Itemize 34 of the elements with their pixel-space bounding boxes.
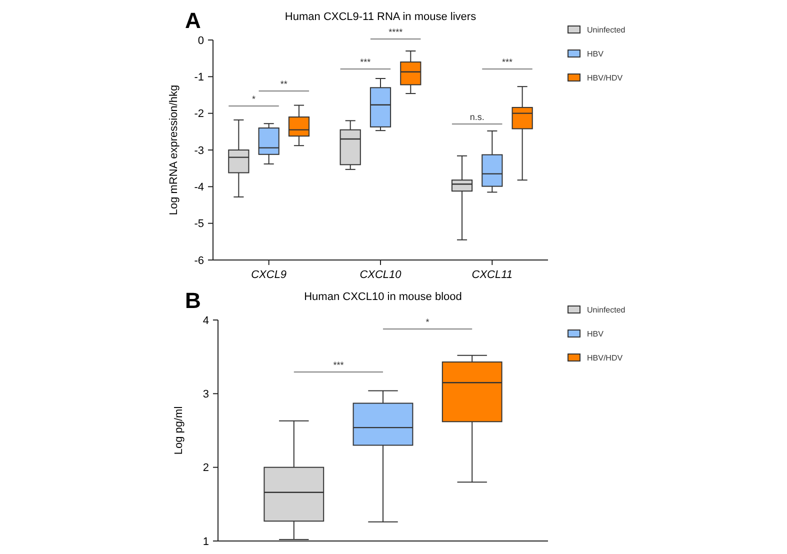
annotation: *** [333,360,344,370]
legend-label: HBV [587,330,604,338]
x-tick-label: CXCL9 [251,269,287,281]
legend-label: HBV/HDV [587,74,624,82]
annotation: * [426,317,430,327]
y-axis-title: Log mRNA expression/hkg [168,84,180,216]
legend-label: Uninfected [587,26,626,34]
y-axis-title: Log pg/ml [173,406,185,455]
x-tick-label: CXCL10 [360,269,402,281]
annotation: *** [360,57,372,67]
y-tick-label: -3 [194,144,204,157]
y-tick-label: -4 [194,182,204,194]
y-tick-label: 3 [202,388,209,401]
text: A [185,8,201,33]
y-tick-label: -6 [194,254,204,267]
annotation: ** [280,79,288,89]
y-tick-label: -5 [194,218,204,230]
y-tick-label: 4 [202,314,209,327]
y-tick-label: -1 [194,72,204,84]
y-tick-label: -2 [194,108,204,120]
legend-label: HBV/HDV [587,354,624,362]
y-tick-label: 1 [202,536,209,548]
annotation: * [252,94,256,104]
chart-title: Human CXCL10 in mouse blood [304,291,462,303]
y-tick-label: 2 [202,462,209,474]
y-tick-label: 0 [198,34,204,47]
legend-label: Uninfected [587,306,626,314]
text: B [185,288,201,313]
annotation: *** [502,57,513,67]
legend-label: HBV [587,50,604,58]
chart-title: Human CXCL9-11 RNA in mouse livers [284,11,477,23]
annotation: n.s. [470,112,484,122]
x-tick-label: CXCL11 [472,269,513,281]
text: **** [388,27,404,37]
